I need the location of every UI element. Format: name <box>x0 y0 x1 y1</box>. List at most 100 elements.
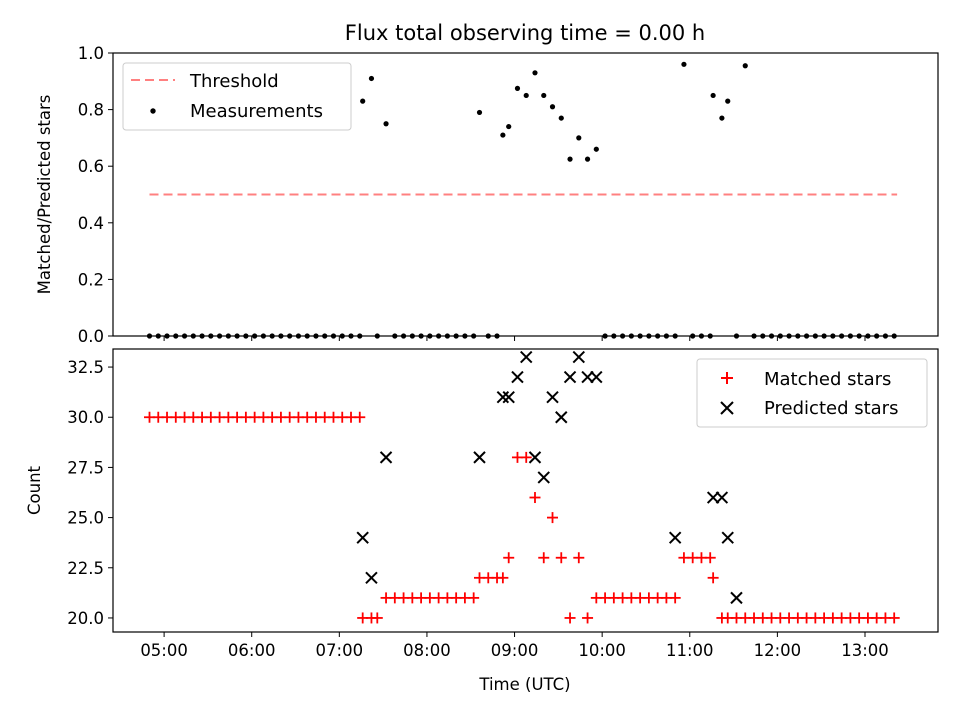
y-tick-label: 0.0 <box>78 327 104 346</box>
matched-stars-legend-label: Matched stars <box>764 369 891 390</box>
predicted-star-point <box>520 350 533 364</box>
measurement-point <box>523 92 529 99</box>
matched-star-point <box>707 572 719 584</box>
matched-star-point <box>547 512 559 524</box>
predicted-star-point <box>537 471 550 484</box>
predicted-star-point <box>511 370 524 384</box>
predicted-star-point <box>365 571 378 585</box>
y-tick-label: 20.0 <box>67 609 104 628</box>
y-tick-label: 0.2 <box>78 270 104 289</box>
y-tick-label: 0.4 <box>78 214 104 233</box>
predicted-star-point <box>496 390 510 404</box>
predicted-star-point <box>502 390 515 404</box>
predicted-star-point <box>668 531 682 544</box>
matched-star-point <box>354 411 366 423</box>
predicted-star-point <box>590 370 603 384</box>
measurement-point <box>476 109 483 116</box>
measurement-point <box>368 75 375 82</box>
matched-star-point <box>520 451 532 463</box>
matched-star-point <box>371 612 383 624</box>
matched-star-point <box>888 612 900 624</box>
matched-star-point <box>704 552 716 564</box>
y-tick-label: 1.0 <box>78 44 104 63</box>
measurement-point <box>532 70 538 76</box>
x-tick-label: 09:00 <box>491 641 539 660</box>
measurement-point <box>719 115 725 121</box>
measurement-point <box>593 146 599 152</box>
measurement-point <box>681 61 687 67</box>
y-tick-label: 32.5 <box>67 358 104 377</box>
top-plot-area <box>146 61 898 339</box>
measurement-point <box>558 115 564 121</box>
bottom-panel: 20.0 22.5 25.0 27.5 30.0 32.5 Count 05:00 06:0… <box>25 336 939 694</box>
y-tick-label: 30.0 <box>67 408 104 427</box>
matched-star-point <box>468 592 480 604</box>
measurement-point <box>383 121 389 127</box>
predicted-star-point <box>356 531 369 544</box>
matched-star-point <box>538 552 550 564</box>
measurement-point <box>549 104 556 110</box>
matched-star-point <box>573 552 585 564</box>
bottom-y-axis-label: Count <box>25 465 44 515</box>
predicted-star-point <box>473 451 486 464</box>
x-tick-label: 12:00 <box>754 641 802 660</box>
measurements-legend-swatch <box>150 108 156 114</box>
x-tick-label: 08:00 <box>403 641 451 660</box>
bottom-legend: Matched stars Predicted stars <box>696 358 928 428</box>
measurement-point <box>506 123 512 130</box>
top-panel: 0.0 0.2 0.4 0.6 0.8 1.0 Matched/Predicted sta… <box>35 44 939 346</box>
x-tick-label: 13:00 <box>841 641 889 660</box>
measurement-point <box>360 98 366 104</box>
predicted-star-point <box>721 531 734 544</box>
bottom-y-axis: 20.0 22.5 25.0 27.5 30.0 32.5 <box>67 358 113 628</box>
y-tick-label: 0.8 <box>78 101 104 120</box>
y-tick-label: 0.6 <box>78 157 104 176</box>
measurement-point <box>742 63 748 69</box>
measurements-legend-label: Measurements <box>190 101 323 122</box>
predicted-star-point <box>528 451 542 464</box>
predicted-star-point <box>715 491 729 504</box>
matched-star-point <box>555 552 567 564</box>
measurement-point <box>725 98 731 104</box>
predicted-star-point <box>706 491 720 504</box>
measurement-point <box>710 92 716 99</box>
y-tick-label: 22.5 <box>67 559 104 578</box>
matched-star-point <box>582 612 594 624</box>
predicted-stars-legend-swatch <box>720 401 734 415</box>
matched-stars-legend-swatch <box>721 372 733 384</box>
bottom-plot-area <box>144 350 900 624</box>
measurement-point <box>567 156 573 162</box>
predicted-star-point <box>379 451 393 464</box>
chart-title: Flux total observing time = 0.00 h <box>345 21 705 45</box>
top-y-axis-label: Matched/Predicted stars <box>35 95 54 295</box>
x-axis: 05:00 06:00 07:00 08:00 09:00 10:00 11:00 12:00… <box>140 336 889 660</box>
x-tick-label: 05:00 <box>140 641 188 660</box>
measurement-point <box>584 156 591 162</box>
x-tick-label: 07:00 <box>316 641 364 660</box>
predicted-star-point <box>555 411 568 424</box>
x-axis-label: Time (UTC) <box>478 675 570 694</box>
y-tick-label: 27.5 <box>67 458 104 477</box>
measurement-point <box>500 132 506 138</box>
matched-star-point <box>564 612 576 624</box>
x-tick-label: 06:00 <box>228 641 276 660</box>
bottom-legend-box <box>696 358 928 428</box>
top-y-axis: 0.0 0.2 0.4 0.6 0.8 1.0 <box>78 44 113 346</box>
y-tick-label: 25.0 <box>67 509 104 528</box>
predicted-star-point <box>572 350 586 364</box>
predicted-star-point <box>546 390 559 404</box>
bottom-panel-frame <box>112 348 939 633</box>
top-legend-box <box>122 62 352 131</box>
matched-star-point <box>529 492 541 504</box>
predicted-stars-legend-label: Predicted stars <box>764 398 898 419</box>
predicted-star-point <box>581 370 594 384</box>
matched-star-point <box>669 592 681 604</box>
measurement-point <box>514 85 521 91</box>
predicted-star-point <box>730 591 743 605</box>
x-tick-label: 10:00 <box>578 641 626 660</box>
measurement-point <box>541 92 547 99</box>
threshold-legend-label: Threshold <box>189 71 279 92</box>
predicted-star-point <box>563 370 577 384</box>
top-legend: Threshold Measurements <box>122 62 352 131</box>
